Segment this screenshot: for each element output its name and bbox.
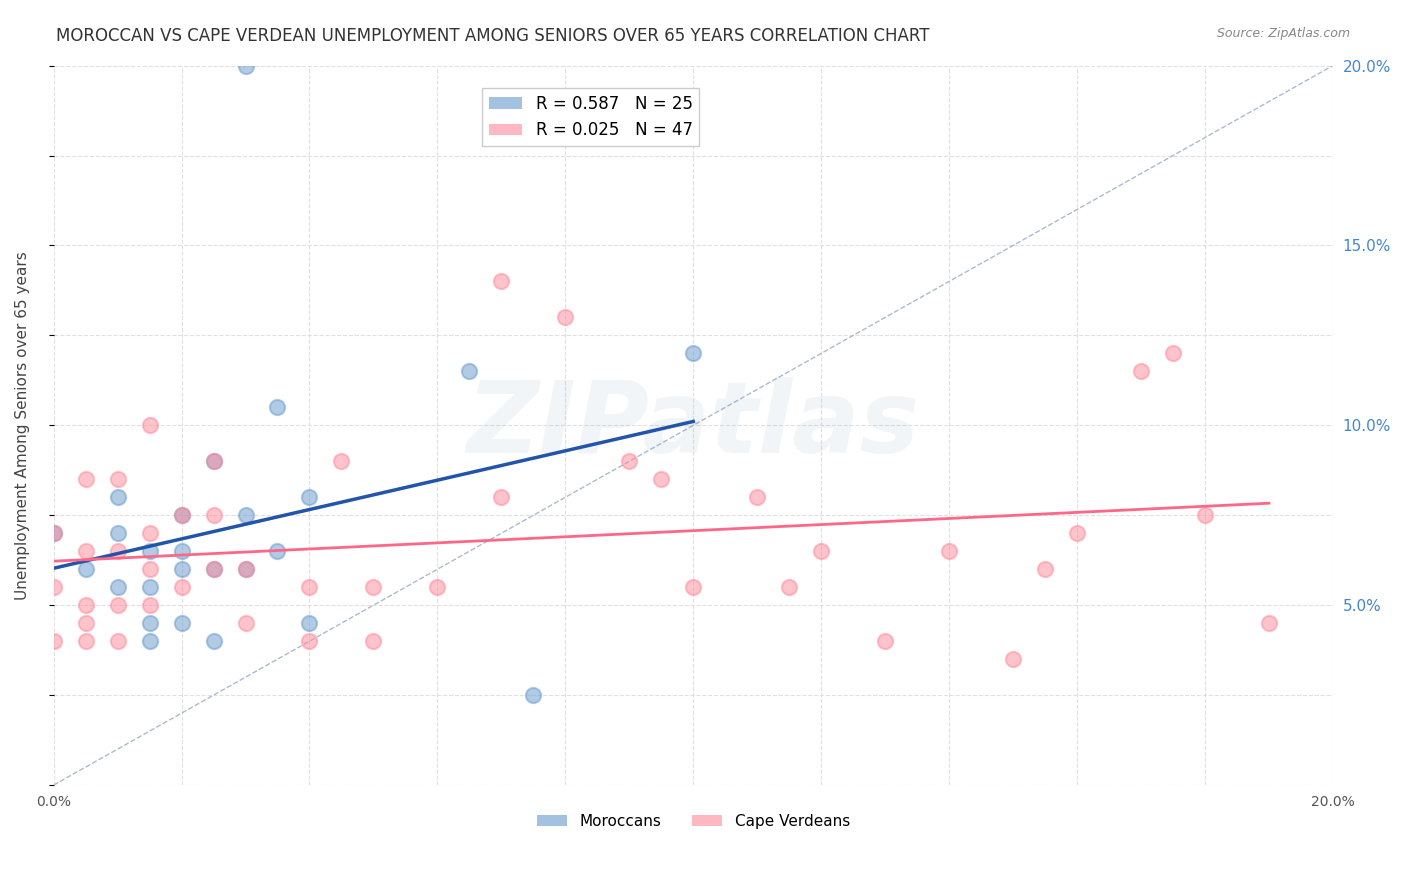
Point [170,562,193,576]
Point [778,580,800,594]
Point [330,454,353,468]
Point [170,616,193,631]
Point [938,544,960,558]
Point [682,346,704,360]
Point [138,418,160,433]
Point [1161,346,1184,360]
Point [363,580,385,594]
Point [875,634,897,648]
Point [266,401,288,415]
Point [235,616,257,631]
Point [107,472,129,486]
Point [107,544,129,558]
Point [266,544,288,558]
Point [170,508,193,523]
Point [75,634,97,648]
Point [42,526,65,541]
Point [426,580,449,594]
Point [202,634,225,648]
Point [619,454,641,468]
Point [298,616,321,631]
Point [138,616,160,631]
Point [170,508,193,523]
Point [107,491,129,505]
Point [458,364,481,378]
Point [107,526,129,541]
Point [202,454,225,468]
Legend: Moroccans, Cape Verdeans: Moroccans, Cape Verdeans [530,808,856,835]
Point [138,598,160,612]
Point [202,508,225,523]
Point [202,454,225,468]
Point [42,634,65,648]
Point [107,580,129,594]
Point [170,580,193,594]
Point [75,616,97,631]
Y-axis label: Unemployment Among Seniors over 65 years: Unemployment Among Seniors over 65 years [15,251,30,599]
Text: MOROCCAN VS CAPE VERDEAN UNEMPLOYMENT AMONG SENIORS OVER 65 YEARS CORRELATION CH: MOROCCAN VS CAPE VERDEAN UNEMPLOYMENT AM… [56,27,929,45]
Point [138,544,160,558]
Point [650,472,672,486]
Point [107,634,129,648]
Point [1130,364,1153,378]
Point [1002,652,1025,666]
Point [1033,562,1056,576]
Point [522,688,544,702]
Point [298,580,321,594]
Point [298,491,321,505]
Point [138,526,160,541]
Point [42,526,65,541]
Point [107,598,129,612]
Point [235,59,257,73]
Point [235,562,257,576]
Point [202,562,225,576]
Point [235,562,257,576]
Point [138,580,160,594]
Point [491,491,513,505]
Point [298,634,321,648]
Point [491,275,513,289]
Point [75,562,97,576]
Point [170,544,193,558]
Point [202,562,225,576]
Point [810,544,832,558]
Point [138,562,160,576]
Point [75,544,97,558]
Point [235,508,257,523]
Text: ZIPatlas: ZIPatlas [467,376,920,474]
Point [1194,508,1216,523]
Point [42,580,65,594]
Point [1066,526,1088,541]
Point [554,310,576,325]
Point [75,472,97,486]
Point [363,634,385,648]
Point [1258,616,1281,631]
Point [682,580,704,594]
Point [747,491,769,505]
Point [75,598,97,612]
Text: Source: ZipAtlas.com: Source: ZipAtlas.com [1216,27,1350,40]
Point [138,634,160,648]
